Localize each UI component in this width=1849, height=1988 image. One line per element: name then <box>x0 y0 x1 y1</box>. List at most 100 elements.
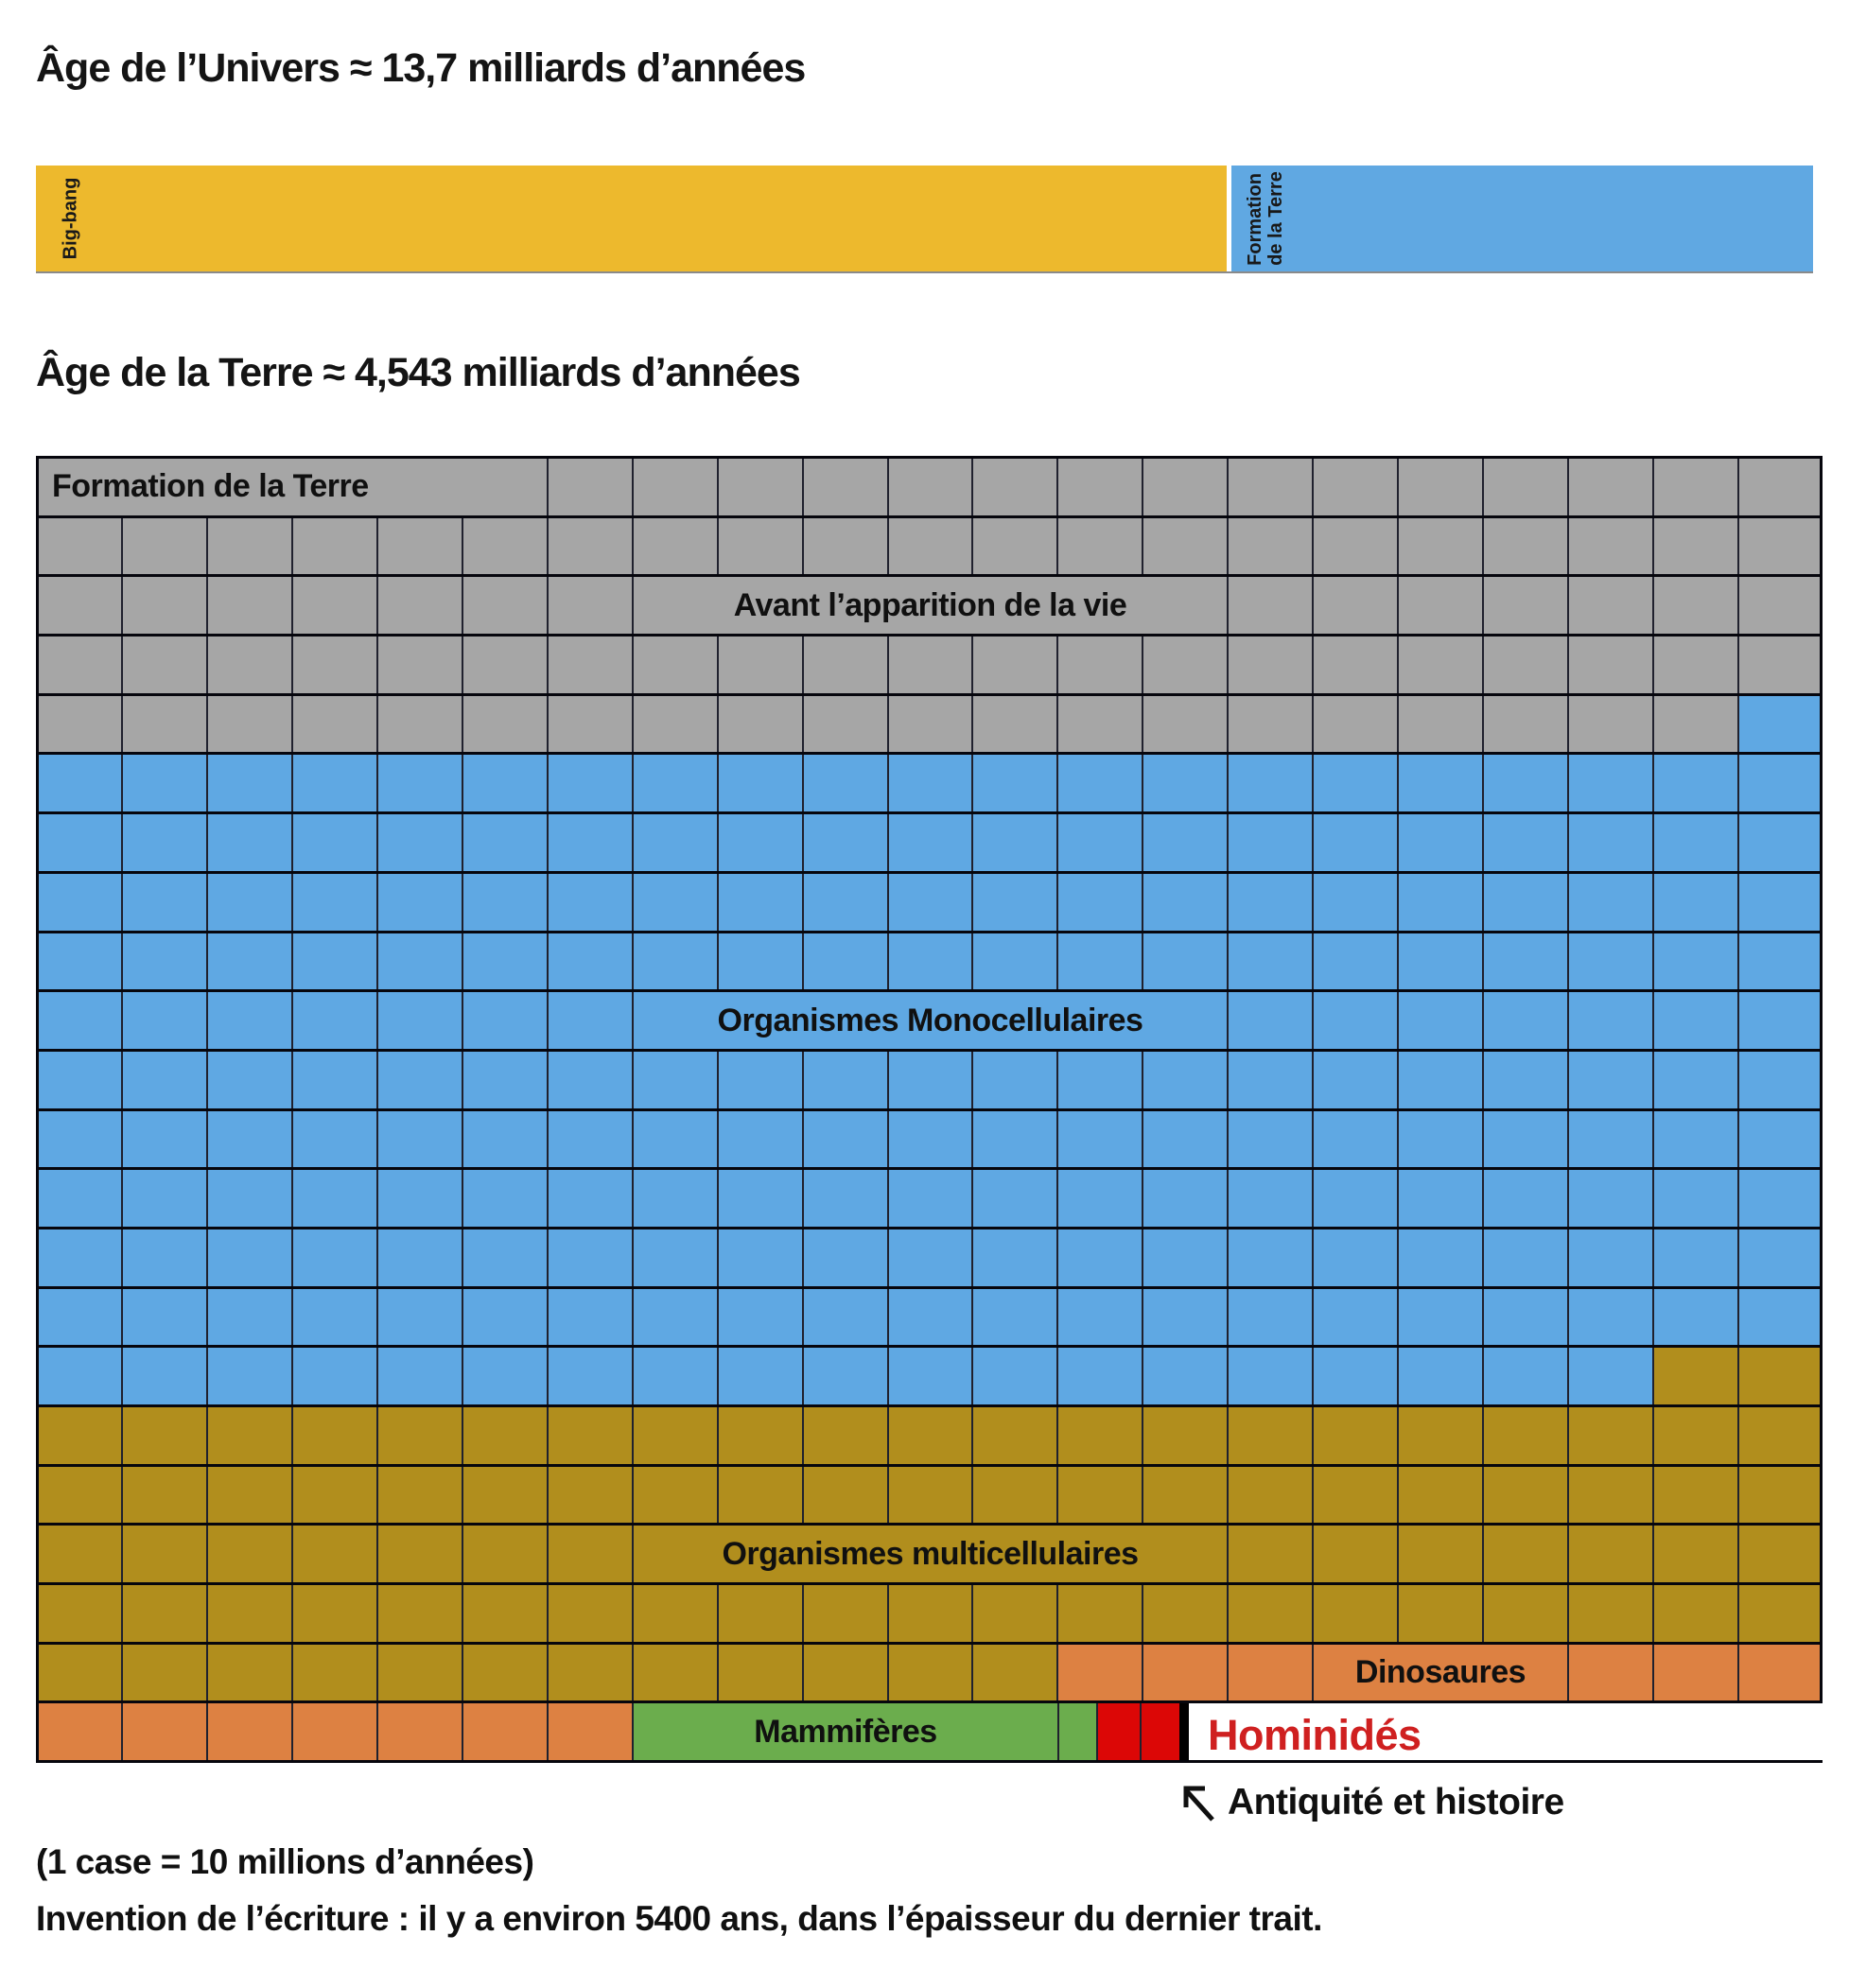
gray-cell <box>1142 459 1227 515</box>
blue-cell <box>1652 814 1737 871</box>
olive-cell <box>887 1407 971 1464</box>
olive-cell <box>1482 1585 1567 1642</box>
blue-cell <box>547 755 632 812</box>
blue-cell <box>1227 1110 1312 1168</box>
gray-cell <box>802 637 887 693</box>
blue-cell <box>1567 1170 1652 1227</box>
blue-cell <box>971 1348 1056 1404</box>
olive-cell <box>1312 1466 1397 1524</box>
blue-cell <box>971 1288 1056 1346</box>
blue-cell <box>887 1170 971 1227</box>
blue-cell <box>1312 1051 1397 1108</box>
blue-cell <box>1652 1110 1737 1168</box>
gray-cell <box>1737 637 1823 693</box>
olive-cell <box>887 1644 971 1701</box>
olive-cell <box>802 1466 887 1524</box>
gray-cell <box>802 695 887 753</box>
olive-cell <box>1056 1407 1142 1464</box>
blue-cell <box>1482 1348 1567 1404</box>
gray-cell <box>1567 695 1652 753</box>
blue-cell <box>36 1288 121 1346</box>
olive-cell <box>462 1466 547 1524</box>
blue-cell <box>1482 873 1567 931</box>
bar-gap <box>1227 166 1231 271</box>
gray-cell <box>1397 459 1482 515</box>
blue-cell <box>1567 1229 1652 1286</box>
olive-cell <box>547 1526 632 1583</box>
blue-cell <box>1312 814 1397 871</box>
orange-cell <box>1142 1644 1227 1701</box>
grid-row-12 <box>36 1110 1823 1171</box>
orange-cell <box>1227 1644 1312 1701</box>
blue-cell <box>291 1288 376 1346</box>
olive-cell <box>1567 1526 1652 1583</box>
gray-cell <box>1227 517 1312 575</box>
gray-cell <box>36 637 121 693</box>
blue-cell <box>1312 1229 1397 1286</box>
gray-cell <box>1056 637 1142 693</box>
gray-cell <box>1142 637 1227 693</box>
red-cell <box>1140 1703 1179 1761</box>
blue-cell <box>1227 933 1312 990</box>
blue-cell <box>1227 1229 1312 1286</box>
gray-cell <box>971 517 1056 575</box>
gray-cell <box>1737 577 1823 635</box>
blue-cell <box>1312 873 1397 931</box>
blue-cell <box>1397 933 1482 990</box>
blue-cell <box>291 814 376 871</box>
gray-cell <box>462 517 547 575</box>
olive-cell <box>1567 1585 1652 1642</box>
grid-row-11 <box>36 1051 1823 1111</box>
blue-cell <box>376 755 462 812</box>
blue-cell <box>291 1229 376 1286</box>
green-segment-label: Mammifères <box>632 1703 1057 1761</box>
olive-cell <box>376 1526 462 1583</box>
earth-age-title: Âge de la Terre ≈ 4,543 milliards d’anné… <box>36 350 801 395</box>
gray-cell <box>802 517 887 575</box>
blue-cell <box>376 1051 462 1108</box>
olive-cell <box>462 1585 547 1642</box>
red-cell <box>1096 1703 1140 1761</box>
blue-cell <box>1567 755 1652 812</box>
olive-cell <box>1227 1407 1312 1464</box>
blue-cell <box>547 1229 632 1286</box>
blue-cell <box>1737 1110 1823 1168</box>
orange-cell <box>376 1703 462 1761</box>
gray-cell <box>1652 459 1737 515</box>
gray-cell <box>121 637 206 693</box>
blue-cell <box>1482 1170 1567 1227</box>
blue-cell <box>547 1348 632 1404</box>
blue-cell <box>206 1288 291 1346</box>
gray-cell <box>717 637 802 693</box>
blue-cell <box>206 755 291 812</box>
olive-cell <box>547 1644 632 1701</box>
blue-cell <box>1227 992 1312 1049</box>
antiquity-annotation-text: Antiquité et histoire <box>1228 1782 1564 1822</box>
bigbang-label-wrap: Big-bang <box>40 166 100 271</box>
olive-cell <box>462 1526 547 1583</box>
blue-cell <box>1142 755 1227 812</box>
olive-cell <box>1482 1466 1567 1524</box>
blue-cell <box>1312 1348 1397 1404</box>
blue-cell <box>121 1110 206 1168</box>
gray-cell <box>291 517 376 575</box>
grid-row-10: Organismes Monocellulaires <box>36 992 1823 1052</box>
blue-cell <box>887 1051 971 1108</box>
blue-cell <box>1397 755 1482 812</box>
grid-row-17 <box>36 1407 1823 1467</box>
blue-cell <box>36 1051 121 1108</box>
gray-cell <box>632 695 717 753</box>
blue-cell <box>1737 755 1823 812</box>
gray-cell <box>1482 637 1567 693</box>
universe-age-title: Âge de l’Univers ≈ 13,7 milliards d’anné… <box>36 45 806 91</box>
blue-cell <box>1482 1051 1567 1108</box>
gray-cell <box>1312 459 1397 515</box>
blue-cell <box>1142 1051 1227 1108</box>
blue-cell <box>717 1170 802 1227</box>
blue-cell <box>121 1348 206 1404</box>
blue-cell <box>1567 1348 1652 1404</box>
blue-cell <box>802 873 887 931</box>
olive-cell <box>971 1407 1056 1464</box>
olive-cell <box>376 1644 462 1701</box>
blue-cell <box>547 814 632 871</box>
